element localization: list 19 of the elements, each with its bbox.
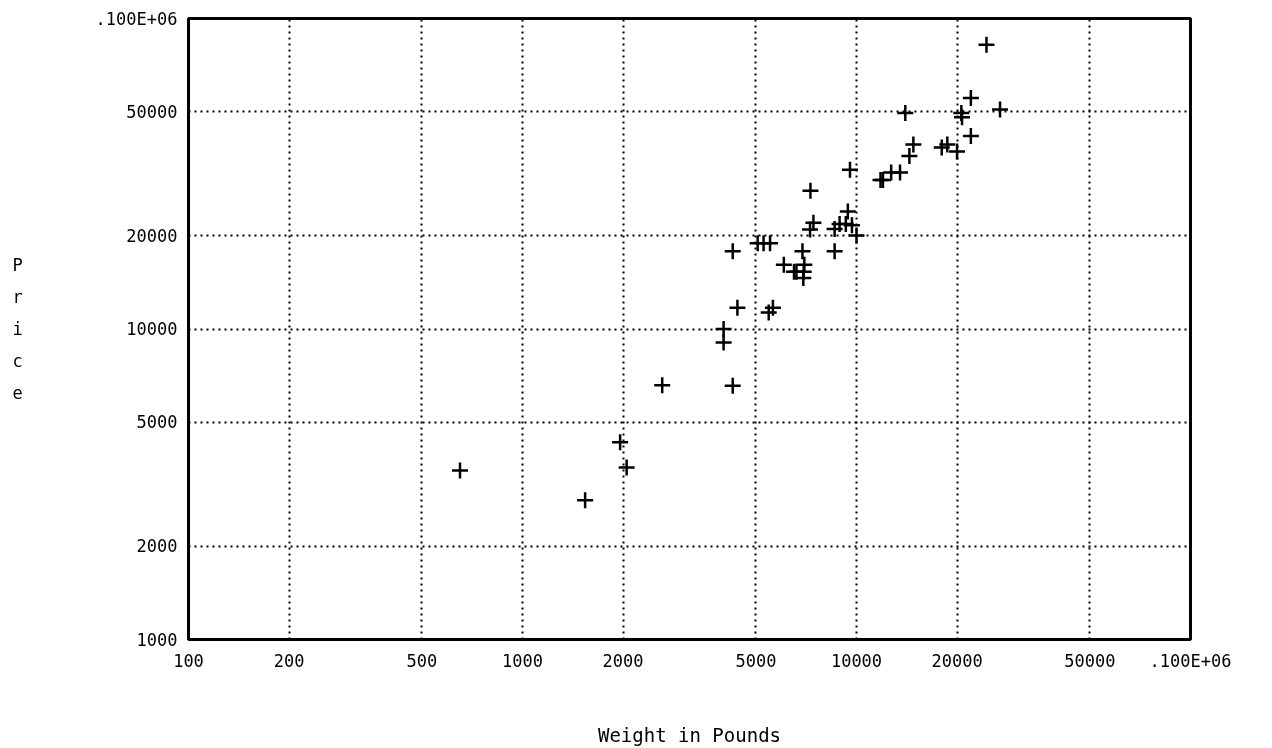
x-tick-label: 1000	[502, 650, 543, 671]
x-tick-label: 2000	[602, 650, 644, 671]
y-tick-label: .100E+06	[95, 8, 178, 29]
y-tick-label: 5000	[136, 412, 178, 433]
x-tick-label: 100	[173, 650, 204, 671]
y-tick-label: 1000	[136, 629, 178, 650]
x-tick-label: 500	[406, 650, 438, 671]
y-tick-label: 2000	[136, 536, 178, 557]
x-tick-label: 5000	[735, 650, 777, 671]
x-tick-label: .100E+06	[1149, 650, 1232, 671]
y-tick-label: 50000	[126, 101, 178, 122]
x-tick-label: 20000	[931, 650, 983, 671]
x-axis-title: Weight in Pounds	[597, 723, 782, 746]
x-tick-label: 10000	[830, 650, 883, 671]
y-tick-label: 10000	[126, 319, 178, 339]
y-axis-title: Price	[12, 255, 23, 403]
x-tick-label: 200	[273, 650, 305, 671]
y-tick-label: 20000	[126, 225, 178, 246]
x-tick-label: 50000	[1064, 650, 1116, 671]
